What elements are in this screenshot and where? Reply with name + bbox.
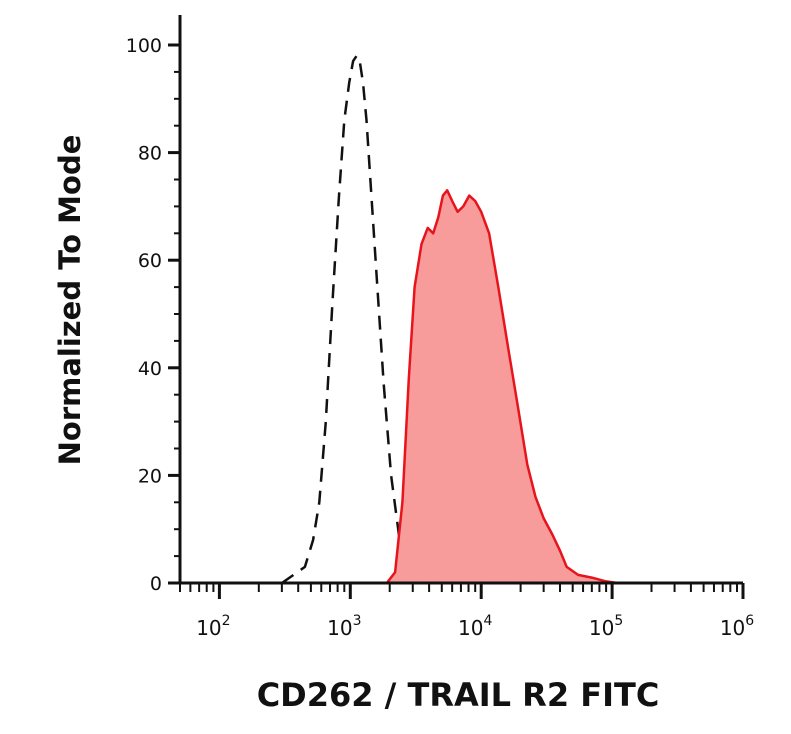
- stained-histogram-line: [206, 189, 737, 585]
- y-tick-label: 100: [126, 35, 162, 57]
- y-tick-label: 0: [150, 573, 162, 595]
- x-axis-title: CD262 / TRAIL R2 FITC: [257, 676, 660, 714]
- y-tick-label: 80: [138, 143, 162, 165]
- y-axis-title: Normalized To Mode: [53, 135, 87, 466]
- x-tick-label: 104: [458, 613, 492, 640]
- plot-area: [206, 54, 737, 585]
- x-tick-label: 106: [720, 613, 754, 640]
- axes: 0 20 40 60 80 100 102 103 104 105 106: [126, 15, 754, 640]
- x-tick-label: 105: [589, 613, 623, 640]
- x-tick-label: 102: [196, 613, 230, 640]
- control-histogram-line: [281, 54, 430, 585]
- x-tick-label: 103: [327, 613, 361, 640]
- y-tick-label: 20: [138, 465, 162, 487]
- stained-histogram-fill: [206, 190, 737, 584]
- y-tick-label: 60: [138, 250, 162, 272]
- y-tick-label: 40: [138, 358, 162, 380]
